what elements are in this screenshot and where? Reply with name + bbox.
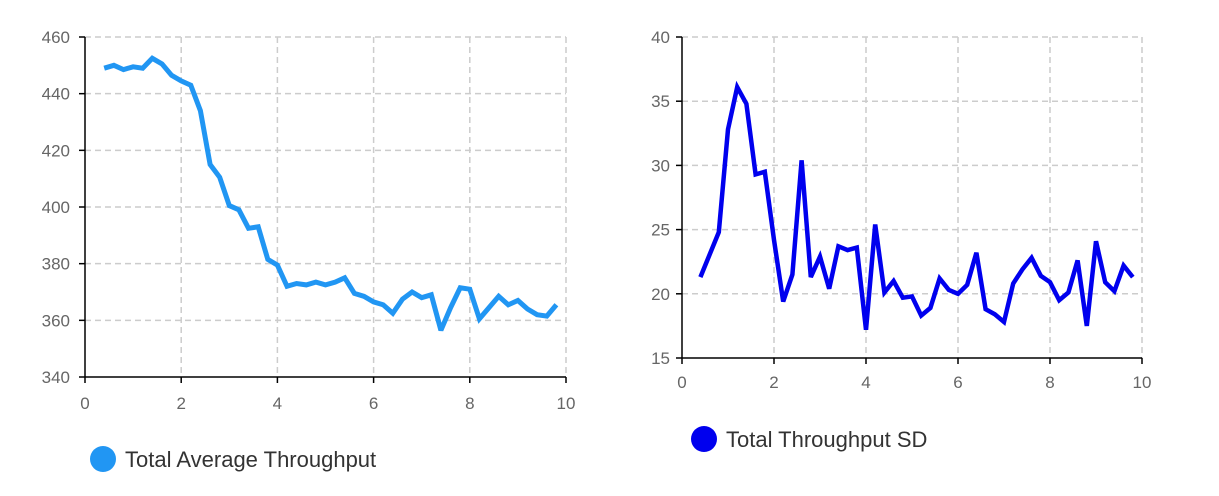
y-tick-label: 380 <box>42 255 70 274</box>
chart-total-throughput-sd: 15 20 25 30 35 40 0 2 4 6 8 10 Total Throughput SD <box>651 28 1151 452</box>
legend-label[interactable]: Total Throughput SD <box>726 427 927 452</box>
y-tick-label: 25 <box>651 221 670 240</box>
x-tick-label: 0 <box>80 394 89 413</box>
legend-label[interactable]: Total Average Throughput <box>125 447 376 472</box>
x-tick-label: 10 <box>557 394 576 413</box>
x-tick-label: 4 <box>861 373 870 392</box>
y-tick-label: 30 <box>651 156 670 175</box>
x-tick-label: 6 <box>953 373 962 392</box>
y-tick-label: 420 <box>42 141 70 160</box>
y-tick-label: 40 <box>651 28 670 47</box>
x-tick-label: 2 <box>769 373 778 392</box>
legend-marker[interactable] <box>691 426 717 452</box>
y-tick-label: 440 <box>42 85 70 104</box>
y-tick-label: 20 <box>651 285 670 304</box>
series-line-0 <box>698 80 1135 331</box>
y-tick-label: 340 <box>42 368 70 387</box>
y-tick-label: 400 <box>42 198 70 217</box>
y-tick-label: 35 <box>651 92 670 111</box>
x-tick-label: 4 <box>273 394 282 413</box>
x-tick-label: 6 <box>369 394 378 413</box>
y-tick-label: 360 <box>42 311 70 330</box>
x-tick-label: 2 <box>176 394 185 413</box>
x-tick-label: 8 <box>1045 373 1054 392</box>
x-tick-label: 10 <box>1133 373 1152 392</box>
y-tick-label: 460 <box>42 28 70 47</box>
y-tick-label: 15 <box>651 349 670 368</box>
legend-marker[interactable] <box>90 446 116 472</box>
x-tick-label: 8 <box>465 394 474 413</box>
x-tick-label: 0 <box>677 373 686 392</box>
chart-total-average-throughput: 340 360 380 400 420 440 460 0 2 4 6 8 10 Total Averag… <box>42 28 576 472</box>
series-line-0 <box>103 55 559 332</box>
